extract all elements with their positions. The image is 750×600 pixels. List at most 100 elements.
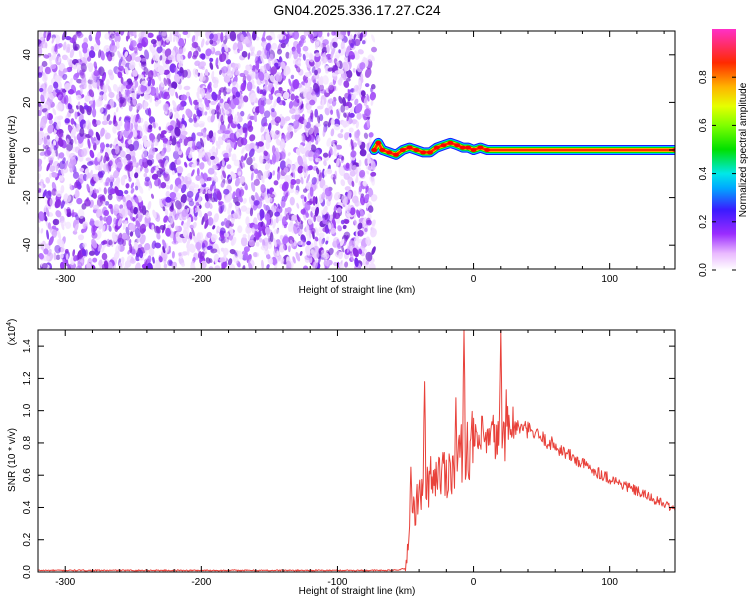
- noise-speckle: [306, 240, 311, 246]
- y-tick-label: 1.0: [22, 403, 33, 417]
- noise-speckle: [211, 70, 215, 80]
- noise-speckle: [95, 35, 101, 46]
- noise-speckle: [285, 51, 290, 59]
- noise-speckle: [249, 134, 256, 142]
- noise-speckle: [100, 50, 105, 61]
- noise-speckle: [45, 177, 51, 184]
- noise-speckle: [275, 138, 281, 146]
- noise-speckle: [344, 132, 350, 137]
- noise-speckle: [134, 167, 142, 174]
- noise-speckle: [134, 46, 138, 54]
- noise-speckle: [270, 66, 278, 75]
- noise-speckle: [58, 160, 66, 170]
- noise-speckle: [142, 124, 148, 134]
- noise-speckle: [253, 115, 258, 123]
- noise-speckle: [164, 168, 171, 174]
- noise-speckle: [281, 216, 287, 226]
- noise-speckle: [320, 75, 324, 86]
- y-tick-label: 0.0: [22, 565, 33, 579]
- noise-speckle: [47, 84, 53, 95]
- noise-speckle: [323, 259, 330, 267]
- snr-x-axis-label: Height of straight line (km): [299, 586, 416, 597]
- noise-speckle: [50, 143, 55, 150]
- noise-speckle: [43, 54, 50, 59]
- signal-track-point: [484, 148, 491, 152]
- noise-speckle: [258, 104, 265, 115]
- noise-speckle: [302, 53, 306, 61]
- noise-speckle: [52, 218, 60, 226]
- noise-speckle: [99, 142, 106, 150]
- noise-speckle: [99, 177, 104, 183]
- noise-speckle: [95, 120, 101, 126]
- signal-track-point: [427, 150, 433, 155]
- noise-speckle: [344, 261, 349, 268]
- noise-speckle: [152, 53, 158, 61]
- noise-speckle: [147, 255, 152, 265]
- noise-speckle: [102, 93, 108, 101]
- noise-speckle: [249, 42, 253, 52]
- noise-speckle: [159, 55, 163, 61]
- noise-speckle: [366, 118, 370, 128]
- x-tick-label: 0: [471, 577, 477, 588]
- x-tick-label: 100: [601, 577, 618, 588]
- noise-speckle: [55, 135, 59, 142]
- noise-speckle: [76, 32, 84, 39]
- noise-speckle: [196, 91, 200, 100]
- noise-speckle: [77, 261, 83, 269]
- y-tick-label: -40: [22, 238, 33, 253]
- noise-speckle: [326, 44, 330, 54]
- noise-speckle: [42, 73, 48, 83]
- noise-speckle: [262, 170, 268, 180]
- noise-speckle: [224, 130, 231, 135]
- noise-speckle: [127, 162, 134, 172]
- noise-speckle: [210, 113, 216, 123]
- noise-speckle: [355, 103, 363, 114]
- noise-speckle: [365, 185, 369, 194]
- noise-speckle: [78, 134, 85, 144]
- noise-speckle: [307, 104, 313, 110]
- noise-speckle: [229, 132, 237, 143]
- noise-speckle: [143, 66, 149, 76]
- noise-speckle: [330, 118, 335, 126]
- noise-speckle: [178, 48, 184, 55]
- noise-speckle: [370, 171, 377, 177]
- noise-speckle: [38, 226, 41, 235]
- noise-speckle: [64, 82, 71, 91]
- noise-speckle: [118, 56, 123, 67]
- noise-speckle: [138, 214, 143, 223]
- noise-speckle: [359, 169, 366, 178]
- noise-speckle: [182, 226, 190, 236]
- noise-speckle: [174, 143, 179, 153]
- noise-speckle: [64, 160, 69, 170]
- noise-speckle: [329, 41, 333, 51]
- noise-speckle: [41, 263, 48, 269]
- noise-speckle: [143, 93, 151, 100]
- noise-speckle: [103, 209, 110, 217]
- noise-speckle: [93, 70, 100, 77]
- noise-speckle: [121, 237, 126, 247]
- noise-speckle: [371, 46, 377, 53]
- noise-speckle: [39, 64, 44, 74]
- noise-speckle: [187, 50, 192, 59]
- noise-speckle: [145, 212, 151, 219]
- noise-speckle: [117, 50, 122, 60]
- noise-speckle: [125, 183, 130, 189]
- colorbar-tick-label: 0.2: [698, 214, 709, 228]
- noise-speckle: [73, 255, 78, 262]
- noise-speckle: [134, 172, 139, 179]
- y-tick-label: -20: [22, 190, 33, 205]
- noise-speckle: [245, 64, 251, 72]
- noise-speckle: [204, 98, 210, 108]
- noise-speckle: [44, 145, 49, 150]
- signal-track-point: [420, 150, 427, 155]
- colorbar-tick-label: 0.4: [698, 166, 709, 180]
- noise-speckle: [129, 169, 134, 178]
- signal-track-point: [433, 145, 440, 150]
- noise-speckle: [201, 88, 205, 98]
- noise-speckle: [57, 81, 62, 91]
- noise-speckle: [342, 97, 347, 107]
- noise-speckle: [288, 50, 292, 59]
- noise-speckle: [102, 240, 108, 245]
- noise-speckle: [113, 169, 120, 179]
